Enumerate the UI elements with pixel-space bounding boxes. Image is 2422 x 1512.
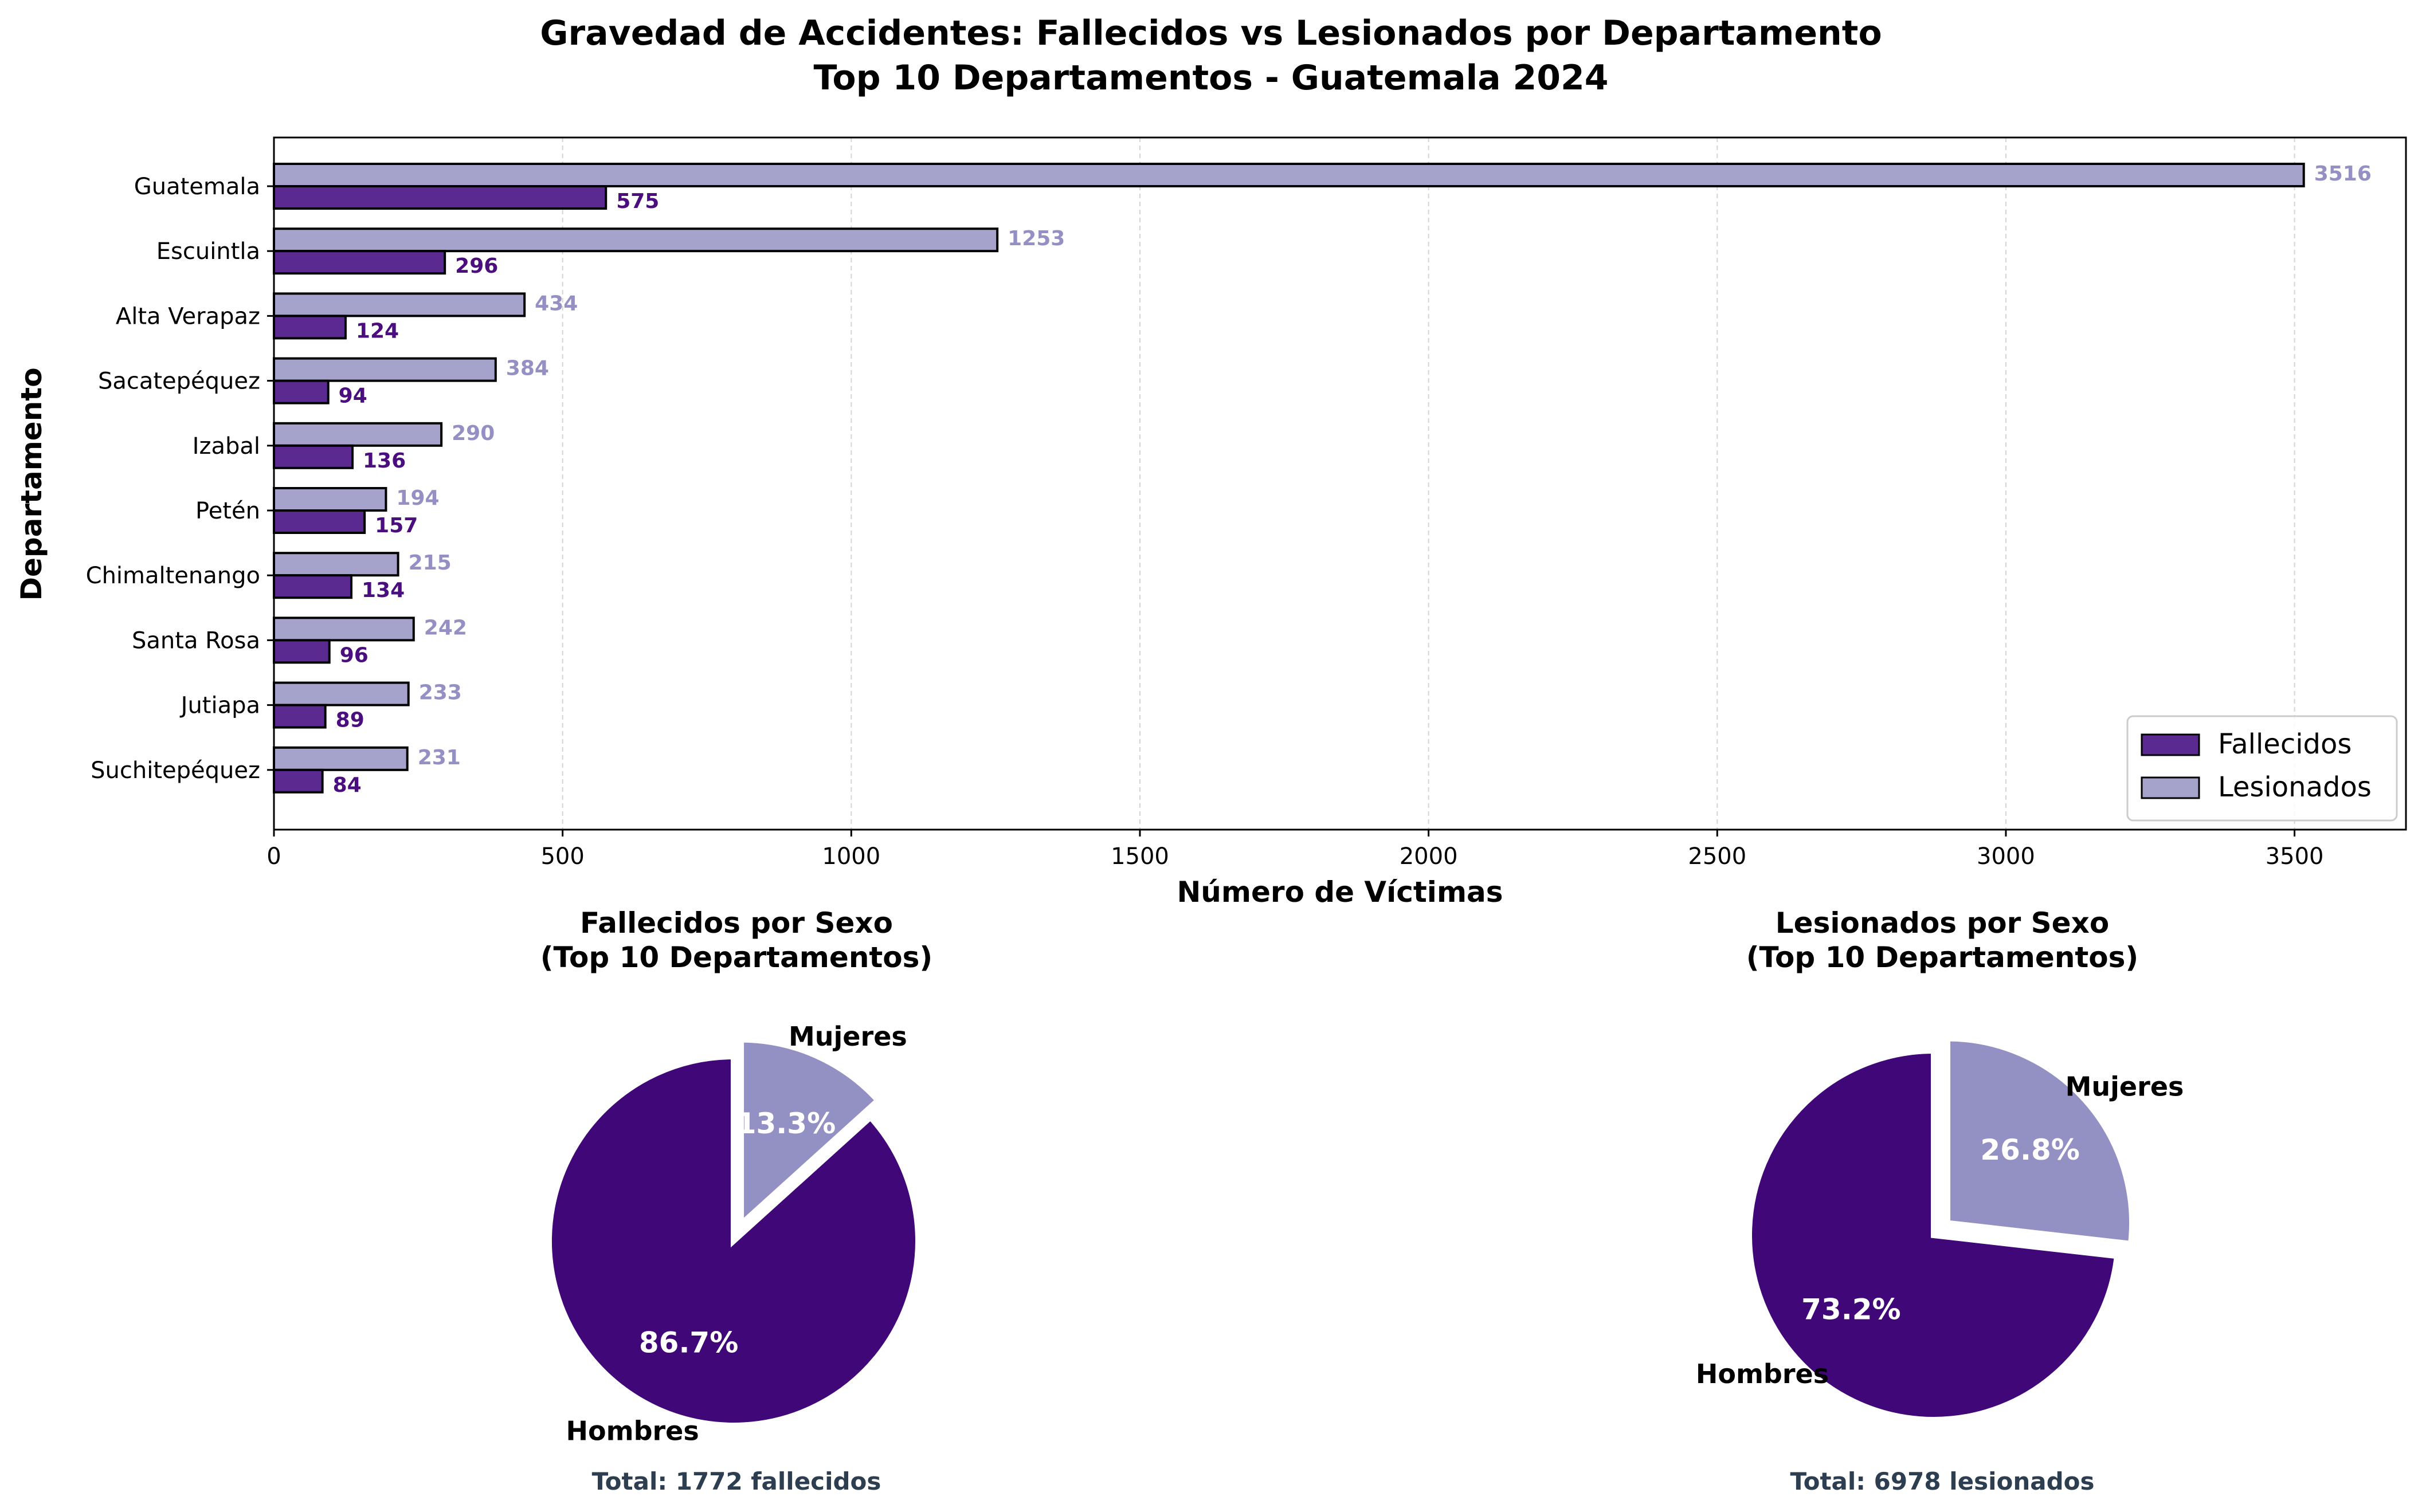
bar-fallecidos: [273, 444, 354, 469]
figure-title-line2: Top 10 Departamentos - Guatemala 2024: [813, 58, 1608, 98]
y-axis-label: Departamento: [15, 367, 48, 600]
pie-total: Total: 6978 lesionados: [1790, 1467, 2095, 1495]
figure-title-line1: Gravedad de Accidentes: Fallecidos vs Le…: [540, 13, 1882, 53]
bar-marks: 3516 575 1253 296 434 124 384 94 290 136 194 157 215…: [273, 162, 2372, 797]
legend-label-fallecidos: Fallecidos: [2218, 728, 2352, 760]
legend-label-lesionados: Lesionados: [2218, 771, 2372, 803]
y-tick-label: Petén: [195, 498, 260, 524]
x-tick-label: 1500: [1111, 843, 1169, 870]
data-label-fallecidos: 124: [356, 319, 399, 343]
pie-slice-mujeres: [1945, 1035, 2135, 1247]
y-tick-label: Suchitepéquez: [91, 757, 260, 784]
data-label-fallecidos: 575: [616, 190, 659, 213]
pie-title-line1: Fallecidos por Sexo: [580, 906, 893, 940]
data-label-lesionados: 233: [419, 681, 462, 705]
x-axis-ticks: 0 500 1000 1500 2000 2500 3000 3500: [267, 830, 2323, 870]
data-label-lesionados: 384: [506, 357, 549, 380]
data-label-lesionados: 1253: [1008, 227, 1065, 250]
y-tick-label: Santa Rosa: [132, 627, 260, 654]
data-label-fallecidos: 157: [375, 514, 418, 537]
data-label-fallecidos: 96: [340, 643, 369, 667]
data-label-lesionados: 231: [418, 746, 461, 769]
legend: Fallecidos Lesionados: [2126, 715, 2398, 822]
y-tick-label: Chimaltenango: [86, 563, 260, 589]
x-tick-label: 2500: [1688, 843, 1746, 870]
bar-lesionados: [273, 163, 2305, 187]
bar-lesionados: [273, 422, 443, 447]
data-label-fallecidos: 136: [363, 449, 406, 473]
pie-label-hombres: Hombres: [566, 1416, 699, 1447]
data-label-fallecidos: 296: [455, 254, 498, 278]
data-label-fallecidos: 84: [333, 773, 362, 797]
x-grid: [273, 138, 2295, 830]
data-label-lesionados: 434: [535, 292, 578, 315]
pie-label-mujeres: Mujeres: [2066, 1071, 2184, 1102]
bar-lesionados: [273, 616, 415, 642]
pie-percent-hombres: 73.2%: [1801, 1293, 1900, 1326]
pie-label-hombres: Hombres: [1696, 1358, 1829, 1389]
bar-fallecidos: [273, 768, 324, 794]
data-label-fallecidos: 89: [336, 709, 365, 732]
data-label-fallecidos: 134: [362, 579, 405, 602]
legend-swatch-lesionados: [2141, 776, 2200, 799]
bar-fallecidos: [273, 379, 330, 404]
bar-lesionados: [273, 681, 410, 706]
y-tick-label: Sacatepéquez: [98, 368, 260, 395]
pie-chart-fallecidos: Fallecidos por Sexo (Top 10 Departamento…: [540, 906, 933, 1495]
bar-fallecidos: [273, 250, 446, 275]
pie-slice-mujeres: [738, 1036, 882, 1231]
data-label-lesionados: 194: [396, 486, 439, 510]
bar-fallecidos: [273, 509, 366, 534]
y-tick-label: Escuintla: [156, 238, 260, 265]
data-label-lesionados: 3516: [2314, 162, 2372, 186]
data-label-lesionados: 290: [452, 422, 495, 445]
bar-fallecidos: [273, 315, 347, 340]
bar-lesionados: [273, 292, 526, 317]
x-tick-label: 1000: [822, 843, 880, 870]
pie-percent-mujeres: 26.8%: [1980, 1133, 2079, 1167]
pie-label-mujeres: Mujeres: [789, 1021, 907, 1052]
bar-fallecidos: [273, 185, 608, 210]
x-tick-label: 3500: [2266, 843, 2324, 870]
bar-lesionados: [273, 227, 999, 253]
pie-title-line2: (Top 10 Departamentos): [540, 941, 933, 974]
x-axis-label: Número de Víctimas: [1177, 875, 1503, 909]
pie-slice-hombres: [546, 1053, 921, 1428]
bar-fallecidos: [273, 574, 352, 599]
data-label-lesionados: 242: [424, 616, 467, 639]
data-label-fallecidos: 94: [339, 384, 367, 408]
bar-chart: 3516 575 1253 296 434 124 384 94 290 136 194 157 215…: [15, 136, 2407, 909]
legend-swatch-fallecidos: [2141, 733, 2200, 756]
y-tick-label: Guatemala: [134, 174, 260, 200]
pie-title-line1: Lesionados por Sexo: [1776, 906, 2109, 940]
pie-slice-hombres: [1746, 1047, 2121, 1423]
bar-lesionados: [273, 552, 399, 577]
y-axis-ticks: Guatemala Escuintla Alta Verapaz Sacatepéqu…: [86, 174, 274, 784]
bar-fallecidos: [273, 639, 331, 664]
data-label-lesionados: 215: [409, 551, 452, 575]
x-tick-label: 0: [267, 843, 281, 870]
plot-frame: [273, 136, 2407, 831]
bar-lesionados: [273, 487, 387, 512]
bar-lesionados: [273, 746, 409, 771]
pie-chart-lesionados: Lesionados por Sexo (Top 10 Departamento…: [1696, 906, 2184, 1495]
bar-fallecidos: [273, 704, 327, 729]
x-tick-label: 2000: [1400, 843, 1458, 870]
y-tick-label: Jutiapa: [179, 693, 260, 719]
x-tick-label: 500: [540, 843, 584, 870]
pie-total: Total: 1772 fallecidos: [592, 1467, 881, 1495]
pie-percent-hombres: 86.7%: [639, 1326, 738, 1360]
pie-percent-mujeres: 13.3%: [736, 1107, 836, 1140]
y-tick-label: Alta Verapaz: [116, 303, 260, 329]
pie-title-line2: (Top 10 Departamentos): [1746, 941, 2139, 974]
x-tick-label: 3000: [1977, 843, 2035, 870]
bar-lesionados: [273, 357, 497, 382]
y-tick-label: Izabal: [193, 433, 260, 460]
